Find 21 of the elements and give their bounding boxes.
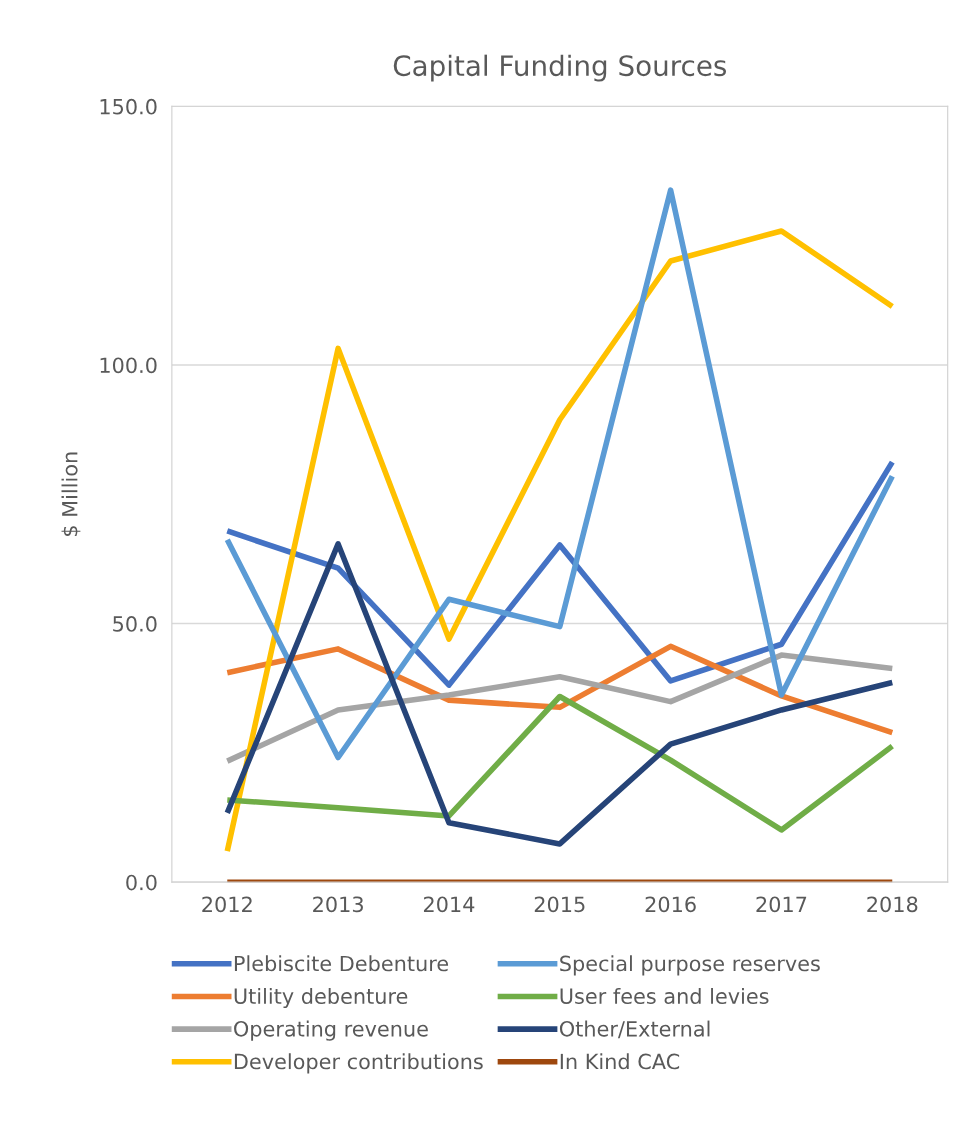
legend-label: In Kind CAC xyxy=(560,1053,680,1070)
x-tick-label: 2017 xyxy=(756,896,807,913)
chart-title: Capital Funding Sources xyxy=(393,54,727,82)
x-tick-label: 2018 xyxy=(867,896,918,913)
legend-label: Operating revenue xyxy=(234,1020,428,1041)
legend-label: Utility debenture xyxy=(234,987,408,1009)
y-axis-title: $ Million xyxy=(61,452,81,536)
legend-label: Other/External xyxy=(559,1020,710,1039)
x-tick-label: 2014 xyxy=(423,896,475,913)
x-tick-label: 2015 xyxy=(534,896,585,913)
y-tick-label: 150.0 xyxy=(100,98,157,115)
y-tick-label: 50.0 xyxy=(113,616,157,632)
y-tick-label: 0.0 xyxy=(126,874,157,891)
legend-label: Special purpose reserves xyxy=(560,955,820,976)
y-tick-label: 100.0 xyxy=(100,357,157,374)
legend-label: User fees and levies xyxy=(560,987,769,1005)
x-tick-label: 2013 xyxy=(313,896,363,913)
legend-label: Plebiscite Debenture xyxy=(234,955,449,972)
legend-label: Developer contributions xyxy=(234,1053,483,1074)
x-tick-label: 2016 xyxy=(645,896,696,913)
x-tick-label: 2012 xyxy=(202,896,252,913)
